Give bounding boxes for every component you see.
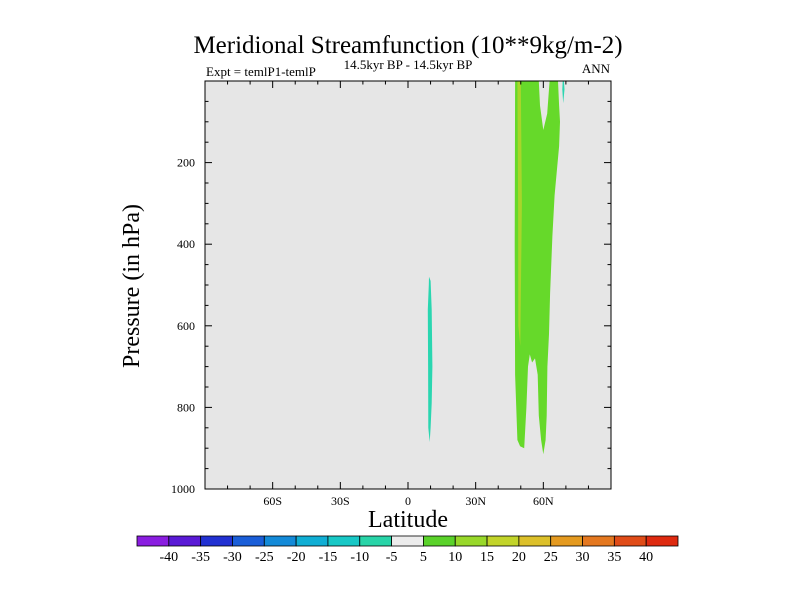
colorbar-label: 40 <box>639 550 653 565</box>
colorbar-box <box>423 535 456 547</box>
subtitle-center: 14.5kyr BP - 14.5kyr BP <box>344 57 473 72</box>
colorbar-box <box>613 535 647 547</box>
colorbar-label: -10 <box>350 550 369 565</box>
colorbar-box <box>295 535 329 547</box>
y-axis-label: Pressure (in hPa) <box>119 204 145 368</box>
colorbar-box <box>391 535 424 547</box>
colorbar-label: -15 <box>319 550 338 565</box>
contour-region-green-region-north <box>514 81 560 455</box>
colorbar-label: 5 <box>420 550 427 565</box>
colorbar-label: 30 <box>576 550 590 565</box>
colorbar-box <box>582 535 615 547</box>
colorbar-label: -35 <box>191 550 210 565</box>
x-tick-label: 60S <box>263 494 282 508</box>
contour-region-cyan-lobe-north <box>562 81 565 104</box>
colorbar-label: -30 <box>223 550 242 565</box>
colorbar-box <box>359 535 392 547</box>
contour-region-yellowgreen-band <box>517 81 522 347</box>
colorbar-label: 10 <box>448 550 462 565</box>
colorbar-box <box>168 535 202 547</box>
colorbar-label: -20 <box>287 550 306 565</box>
colorbar-box <box>327 535 361 547</box>
colorbar-label: 20 <box>512 550 526 565</box>
colorbar-box <box>200 535 233 547</box>
x-tick-label: 30N <box>465 494 486 508</box>
colorbar-box <box>518 535 552 547</box>
y-tick-label: 600 <box>177 319 195 333</box>
subtitle-right: ANN <box>582 61 611 76</box>
subtitle-left: Expt = temlP1-temlP <box>206 64 316 79</box>
x-tick-label: 0 <box>405 494 411 508</box>
x-tick-label: 60N <box>533 494 554 508</box>
colorbar-label: 35 <box>607 550 621 565</box>
chart-title: Meridional Streamfunction (10**9kg/m-2) <box>193 32 622 59</box>
contour-region-cyan-lobe-equator <box>427 276 433 443</box>
colorbar-label: 15 <box>480 550 494 565</box>
colorbar-box <box>550 535 583 547</box>
colorbar-box <box>645 535 679 547</box>
colorbar-label: -40 <box>159 550 178 565</box>
y-tick-label: 400 <box>177 237 195 251</box>
colorbar-box <box>232 535 265 547</box>
x-axis-label: Latitude <box>368 507 448 533</box>
y-tick-label: 1000 <box>171 482 195 496</box>
colorbar-label: -25 <box>255 550 274 565</box>
colorbar-box <box>454 535 488 547</box>
x-tick-label: 30S <box>331 494 350 508</box>
colorbar-box <box>263 535 297 547</box>
colorbar-label: 25 <box>544 550 558 565</box>
colorbar-label: -5 <box>386 550 398 565</box>
y-tick-label: 800 <box>177 400 195 414</box>
y-tick-label: 200 <box>177 156 195 170</box>
colorbar-box <box>136 535 170 547</box>
colorbar-box <box>486 535 520 547</box>
